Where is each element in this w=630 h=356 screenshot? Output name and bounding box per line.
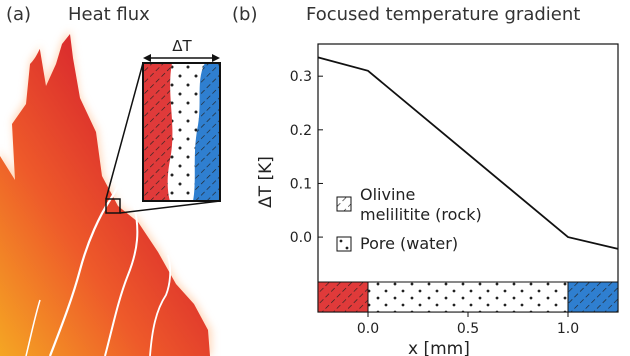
crack-4 [25,299,41,356]
crack-2 [104,204,139,356]
plot-frame [317,43,619,313]
y-tick-label: 0.0 [290,230,312,246]
legend-rock-line2: melilitite (rock) [360,205,482,224]
zoom-box [105,198,121,214]
panel-a-title: Heat flux [68,4,150,25]
legend: Olivine melilitite (rock) Pore (water) [336,185,482,253]
rock-body [0,34,210,356]
y-tick-label: 0.3 [290,69,312,85]
legend-pore-label: Pore (water) [360,234,458,253]
y-tick-label: 0.1 [290,176,312,192]
arrow-head-right-icon [212,54,220,62]
x-tick-label: 1.0 [557,321,579,337]
connector-bottom [119,200,221,214]
panel-b-label: (b) [232,4,258,25]
legend-rock-line1: Olivine [360,185,415,204]
axis-ticks: 0.0 0.1 0.2 0.3 0.0 0.5 1.0 [290,69,579,337]
bar-pore [367,281,569,313]
panel-a-label: (a) [6,4,32,25]
crack-3 [149,254,172,356]
crack-1 [48,167,128,356]
x-tick-label: 0.5 [457,321,479,337]
legend-rock-swatch [336,196,352,212]
panel-b-title: Focused temperature gradient [306,4,581,25]
legend-pore-swatch [336,236,352,252]
arrow-head-left-icon [143,54,151,62]
inset-pore-detail [142,62,221,202]
inset-delta-t-label: ΔT [172,37,192,55]
material-bar [317,281,619,313]
connector-top [105,62,144,200]
x-axis-label: x [mm] [408,339,470,356]
bar-rock-cold [567,281,619,313]
bar-rock-hot [317,281,369,313]
y-tick-label: 0.2 [290,123,312,139]
y-axis-label: ΔT [K] [256,156,276,208]
series-line [317,56,619,250]
x-tick-label: 0.0 [357,321,379,337]
heat-flux-illustration: ΔT [0,30,221,356]
